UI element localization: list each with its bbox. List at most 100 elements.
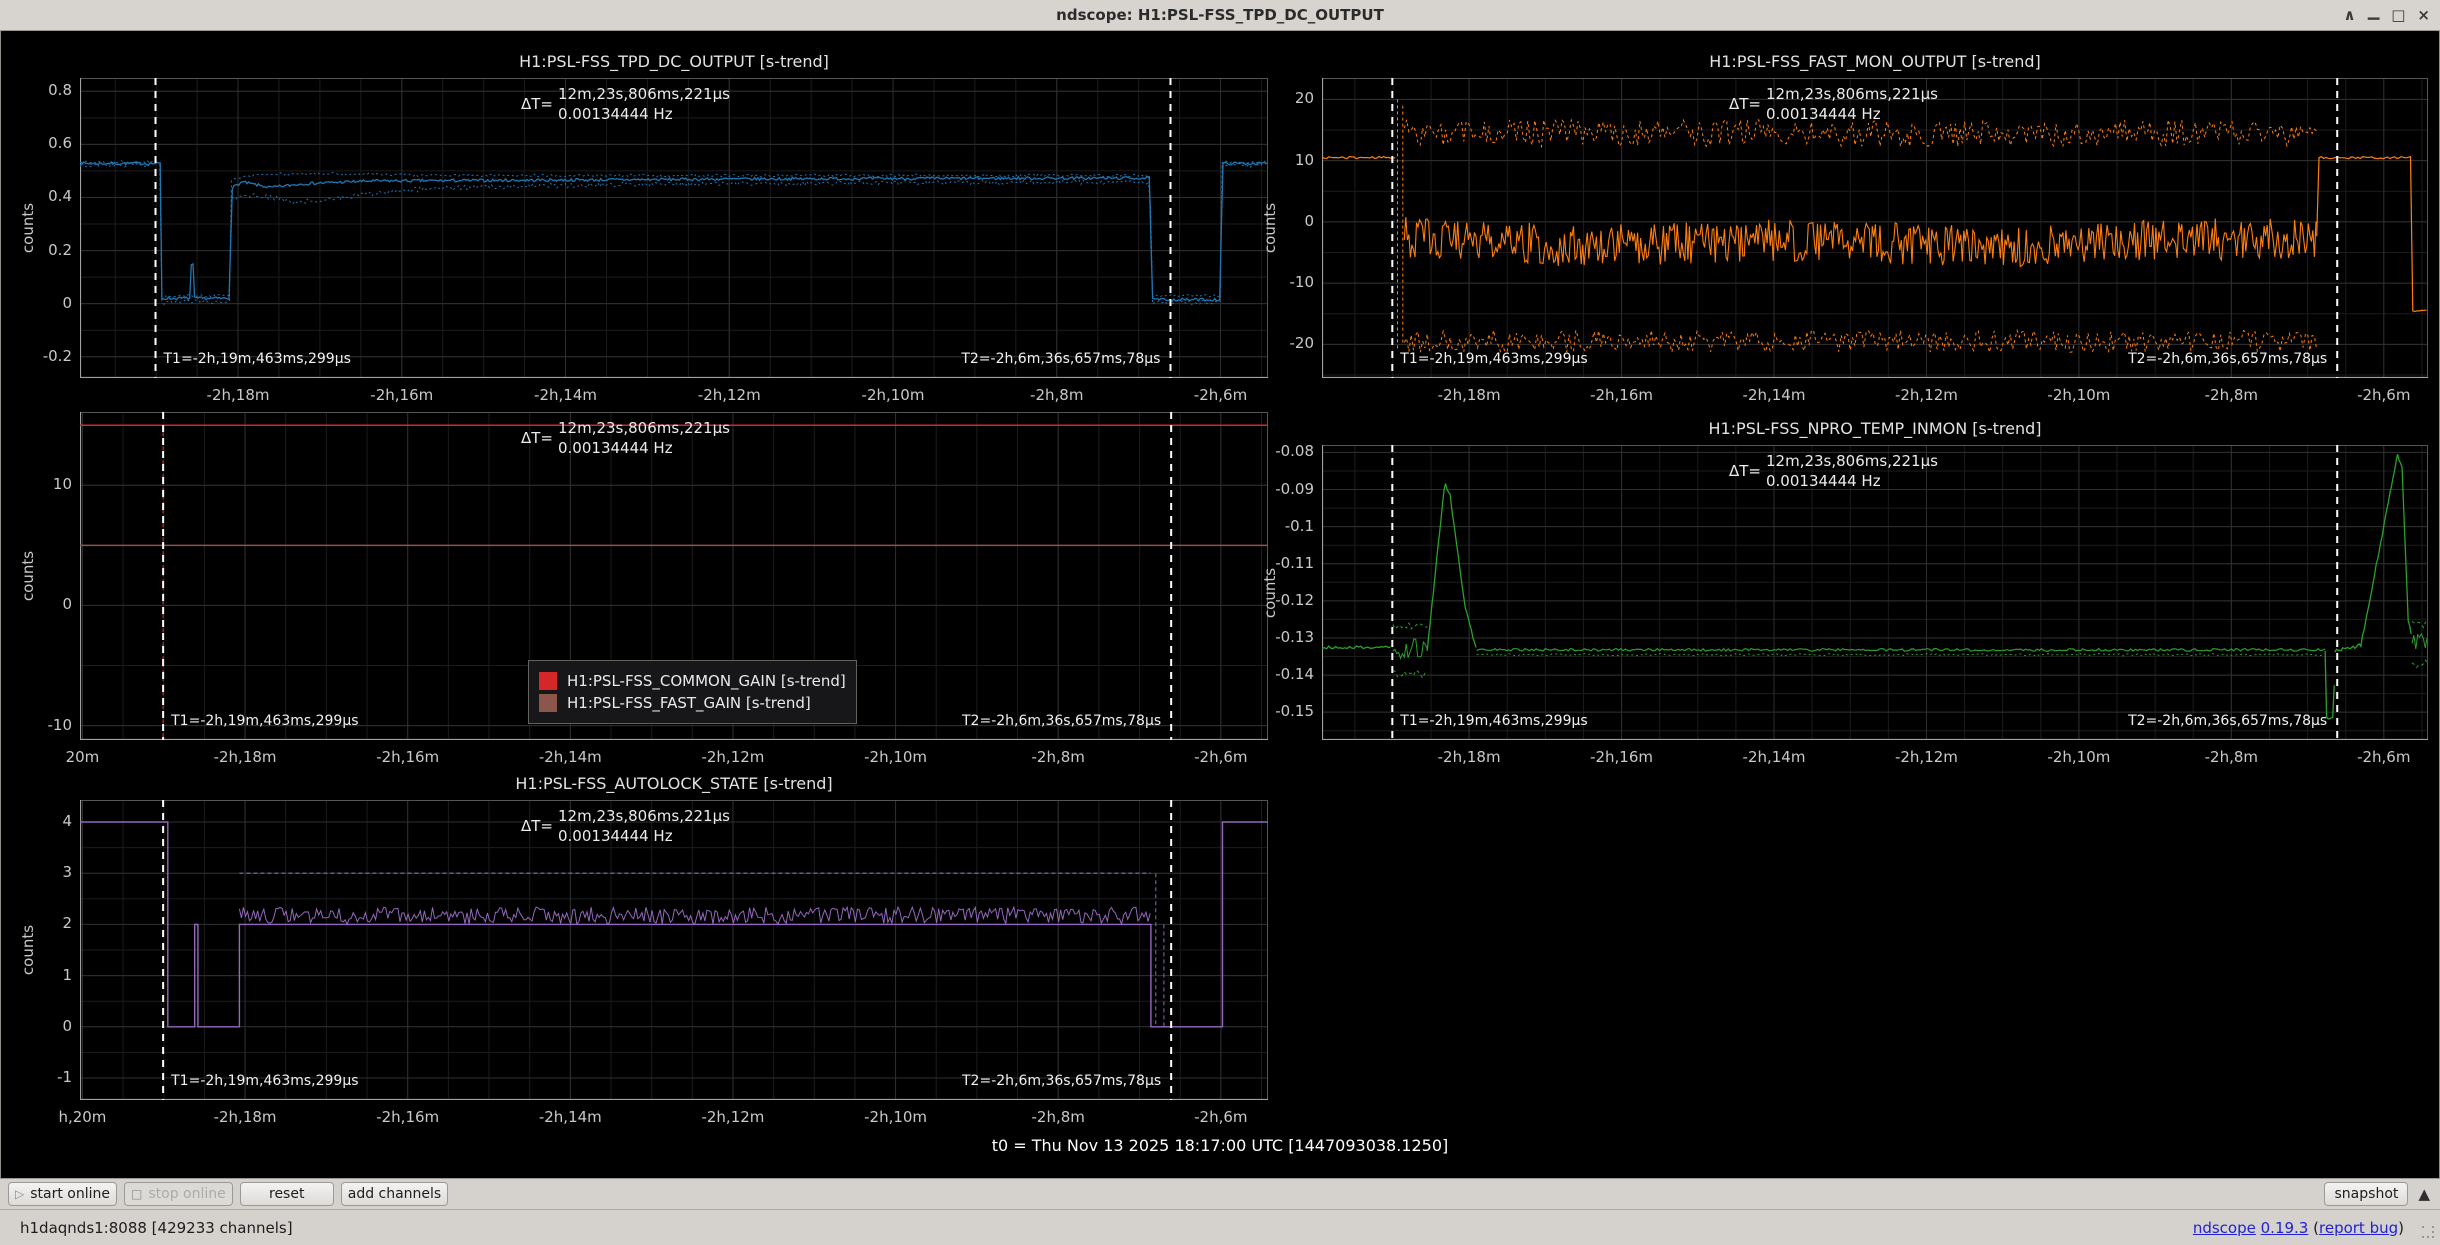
delta-t-frequency: 0.00134444 Hz — [1766, 104, 1938, 124]
y-tick-label: -1 — [8, 1068, 72, 1086]
delta-t-prefix: ΔT= — [521, 95, 553, 113]
reset-button[interactable]: reset — [240, 1182, 334, 1206]
y-tick-label: 0 — [8, 1017, 72, 1035]
x-tick-label: -2h,14m — [1714, 386, 1834, 404]
x-tick-label: -2h,8m — [998, 1108, 1118, 1126]
y-tick-label: -10 — [8, 716, 72, 734]
app-window: ndscope: H1:PSL-FSS_TPD_DC_OUTPUT ∧ ▁ □ … — [0, 0, 2440, 1245]
version-link[interactable]: 0.19.3 — [2261, 1219, 2309, 1237]
x-tick-label: -2h,10m — [2019, 748, 2139, 766]
t2-label-0: T2=-2h,6m,36s,657ms,78µs — [80, 351, 1160, 367]
paren-close: ) — [2398, 1219, 2404, 1237]
delta-t-frequency: 0.00134444 Hz — [558, 104, 730, 124]
y-tick-label: 3 — [8, 863, 72, 881]
y-tick-label: -10 — [1250, 273, 1314, 291]
ndscope-link[interactable]: ndscope — [2193, 1219, 2256, 1237]
y-tick-label: 0.4 — [8, 187, 72, 205]
start-online-button[interactable]: ▷ start online — [8, 1182, 117, 1206]
delta-t-duration: 12m,23s,806ms,221µs — [558, 418, 730, 438]
x-tick-label: -2h,18m — [185, 748, 305, 766]
stop-online-button[interactable]: □ stop online — [124, 1182, 233, 1206]
y-tick-label: -0.12 — [1250, 591, 1314, 609]
delta-t-values: 12m,23s,806ms,221µs0.00134444 Hz — [558, 806, 730, 846]
play-icon: ▷ — [15, 1187, 24, 1201]
y-tick-label: 10 — [1250, 151, 1314, 169]
t2-label-3: T2=-2h,6m,36s,657ms,78µs — [1322, 713, 2327, 729]
series-state-steps — [80, 822, 1268, 1027]
series-mean-after — [2317, 157, 2427, 312]
snapshot-button[interactable]: snapshot — [2324, 1182, 2408, 1206]
add-channels-label: add channels — [348, 1186, 442, 1202]
y-tick-label: 1 — [8, 966, 72, 984]
x-tick-label: -2h,16m — [348, 748, 468, 766]
y-axis-label-2: counts — [19, 551, 37, 601]
x-tick-label: -2h,18m — [178, 386, 298, 404]
x-tick-label: -2h,6m — [1161, 386, 1281, 404]
series-right-env-top — [2412, 621, 2428, 627]
plots-area: H1:PSL-FSS_TPD_DC_OUTPUT [s-trend] ΔT= 12m… — [0, 0, 2440, 1245]
legend-swatch-icon — [539, 694, 557, 712]
stop-online-label: stop online — [148, 1186, 225, 1202]
toolbar: ▷ start online □ stop online reset add c… — [0, 1178, 2440, 1209]
t0-label: t0 = Thu Nov 13 2025 18:17:00 UTC [14470… — [0, 1136, 2440, 1155]
y-tick-label: -0.14 — [1250, 665, 1314, 683]
delta-t-annotation-4: ΔT=12m,23s,806ms,221µs0.00134444 Hz — [521, 806, 730, 846]
delta-t-values: 12m,23s,806ms,221µs0.00134444 Hz — [558, 84, 730, 124]
legend-item-1: H1:PSL-FSS_FAST_GAIN [s-trend] — [539, 694, 846, 712]
server-status: h1daqnds1:8088 [429233 channels] — [20, 1219, 293, 1237]
y-axis-label-1: counts — [1261, 203, 1279, 253]
delta-t-duration: 12m,23s,806ms,221µs — [1766, 451, 1938, 471]
delta-t-annotation-3: ΔT=12m,23s,806ms,221µs0.00134444 Hz — [1729, 451, 1938, 491]
delta-t-frequency: 0.00134444 Hz — [558, 826, 730, 846]
reset-label: reset — [269, 1186, 304, 1202]
plot-title-3: H1:PSL-FSS_NPRO_TEMP_INMON [s-trend] — [1322, 419, 2428, 438]
y-tick-label: 0 — [8, 595, 72, 613]
report-bug-link[interactable]: report bug — [2319, 1219, 2398, 1237]
t2-label-4: T2=-2h,6m,36s,657ms,78µs — [80, 1073, 1161, 1089]
add-channels-button[interactable]: add channels — [341, 1182, 449, 1206]
series-burst-env-top — [1393, 623, 1427, 629]
x-tick-label: -2h,16m — [1562, 748, 1682, 766]
y-tick-label: -0.08 — [1250, 442, 1314, 460]
x-tick-label: -2h,6m — [2324, 386, 2440, 404]
y-tick-label: -0.09 — [1250, 480, 1314, 498]
x-tick-label: -2h,16m — [348, 1108, 468, 1126]
x-tick-label: -2h,10m — [836, 748, 956, 766]
x-tick-label: -2h,8m — [997, 386, 1117, 404]
stop-icon: □ — [131, 1187, 142, 1201]
delta-t-duration: 12m,23s,806ms,221µs — [558, 84, 730, 104]
x-tick-label: -2h,6m — [1161, 1108, 1281, 1126]
series-rise — [2335, 454, 2411, 652]
panel-expand-arrow-icon[interactable]: ▲ — [2418, 1185, 2430, 1203]
y-tick-label: -0.1 — [1250, 517, 1314, 535]
delta-t-annotation-0: ΔT= 12m,23s,806ms,221µs0.00134444 Hz — [521, 84, 730, 124]
series-min — [1404, 330, 2316, 352]
delta-t-prefix: ΔT= — [1729, 462, 1761, 480]
y-tick-label: -20 — [1250, 334, 1314, 352]
y-axis-label-0: counts — [19, 203, 37, 253]
series-right-burst — [2412, 634, 2427, 649]
delta-t-values: 12m,23s,806ms,221µs0.00134444 Hz — [1766, 84, 1938, 124]
legend-item-0: H1:PSL-FSS_COMMON_GAIN [s-trend] — [539, 672, 846, 690]
legend[interactable]: H1:PSL-FSS_COMMON_GAIN [s-trend] H1:PSL-F… — [528, 660, 857, 724]
y-tick-label: 0.6 — [8, 134, 72, 152]
x-tick-label: -2h,8m — [998, 748, 1118, 766]
x-tick-label: -2h,10m — [2019, 386, 2139, 404]
resize-grip[interactable] — [2422, 1226, 2436, 1240]
plot-title-4: H1:PSL-FSS_AUTOLOCK_STATE [s-trend] — [80, 774, 1268, 793]
plot-title-0: H1:PSL-FSS_TPD_DC_OUTPUT [s-trend] — [80, 52, 1268, 71]
y-tick-label: -0.13 — [1250, 628, 1314, 646]
delta-t-duration: 12m,23s,806ms,221µs — [558, 806, 730, 826]
x-tick-label: -2h,8m — [2171, 748, 2291, 766]
x-tick-label: -2h,10m — [836, 1108, 956, 1126]
x-tick-label: -2h,16m — [1562, 386, 1682, 404]
series-dip — [2325, 651, 2334, 719]
y-tick-label: -0.2 — [8, 347, 72, 365]
x-tick-label: -2h,12m — [673, 748, 793, 766]
x-tick-label: -2h,12m — [1866, 748, 1986, 766]
x-tick-label: -2h,6m — [1161, 748, 1281, 766]
legend-label: H1:PSL-FSS_FAST_GAIN [s-trend] — [567, 694, 811, 712]
x-tick-label: -2h,18m — [1409, 386, 1529, 404]
y-tick-label: 0 — [1250, 212, 1314, 230]
x-tick-label: h,20m — [22, 1108, 142, 1126]
